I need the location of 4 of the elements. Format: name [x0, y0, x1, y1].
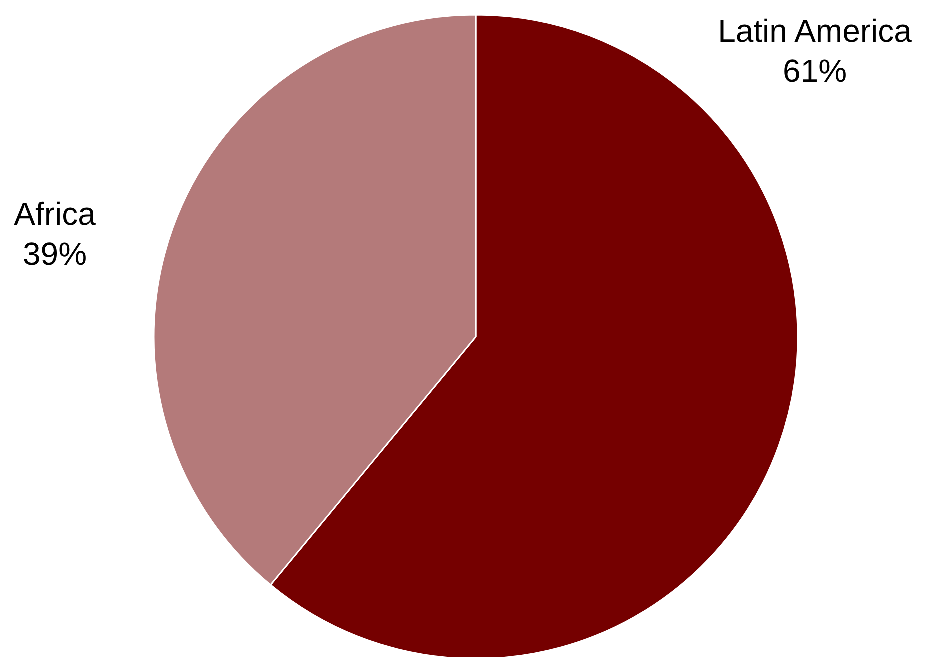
- data-label: 61%: [782, 53, 848, 89]
- data-label: 39%: [22, 236, 88, 272]
- slice-label: Latin America: [718, 13, 912, 49]
- slice-label: Africa: [14, 196, 96, 232]
